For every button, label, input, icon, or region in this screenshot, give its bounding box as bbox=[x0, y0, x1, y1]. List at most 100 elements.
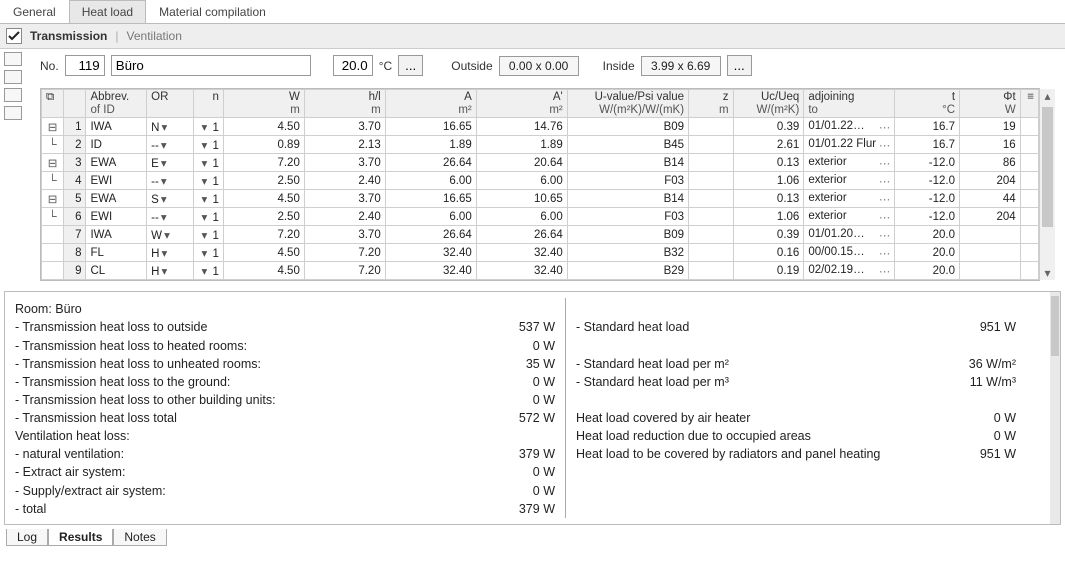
chevron-down-icon[interactable]: ▾ bbox=[159, 246, 169, 260]
cell-ap[interactable]: 32.40 bbox=[476, 244, 567, 262]
name-input[interactable] bbox=[111, 55, 311, 76]
cell-n[interactable]: ▾ 1 bbox=[193, 172, 223, 190]
cell-phi[interactable]: 44 bbox=[960, 190, 1021, 208]
cell-n[interactable]: ▾ 1 bbox=[193, 154, 223, 172]
col-hl[interactable]: h/lm bbox=[304, 90, 385, 118]
cell-phi[interactable] bbox=[960, 226, 1021, 244]
tree-toggle[interactable] bbox=[42, 226, 64, 244]
cell-ap[interactable]: 6.00 bbox=[476, 172, 567, 190]
col-menu[interactable]: ≡ bbox=[1020, 90, 1038, 118]
cell-t[interactable]: 20.0 bbox=[895, 262, 960, 280]
chevron-down-icon[interactable]: ▾ bbox=[199, 192, 209, 206]
cell-t[interactable]: 20.0 bbox=[895, 244, 960, 262]
inside-box[interactable]: 3.99 x 6.69 bbox=[641, 56, 721, 76]
cell-hl[interactable]: 3.70 bbox=[304, 190, 385, 208]
cell-phi[interactable]: 19 bbox=[960, 118, 1021, 136]
cell-adj[interactable]: exterior ⋯ bbox=[804, 172, 895, 190]
summary-scroll-thumb[interactable] bbox=[1051, 296, 1059, 356]
tree-toggle[interactable]: └ bbox=[42, 172, 64, 190]
cell-uc[interactable]: 1.06 bbox=[733, 208, 804, 226]
cell-u[interactable]: F03 bbox=[567, 172, 688, 190]
table-row[interactable]: ⊟3EWAE▾▾ 17.203.7026.6420.64B140.13exter… bbox=[42, 154, 1039, 172]
col-tree[interactable]: ⧉ bbox=[42, 90, 64, 118]
tool-icon-1[interactable] bbox=[4, 52, 22, 66]
cell-u[interactable]: B45 bbox=[567, 136, 688, 154]
cell-adj[interactable]: 02/02.19… ⋯ bbox=[804, 262, 895, 280]
tool-icon-3[interactable] bbox=[4, 88, 22, 102]
cell-w[interactable]: 4.50 bbox=[223, 118, 304, 136]
chevron-down-icon[interactable]: ▾ bbox=[199, 246, 209, 260]
cell-phi[interactable]: 204 bbox=[960, 172, 1021, 190]
cell-z[interactable] bbox=[689, 118, 733, 136]
cell-phi[interactable]: 86 bbox=[960, 154, 1021, 172]
chevron-down-icon[interactable]: ▾ bbox=[199, 120, 209, 134]
cell-w[interactable]: 4.50 bbox=[223, 190, 304, 208]
chevron-down-icon[interactable]: ▾ bbox=[159, 138, 169, 152]
cell-phi[interactable]: 16 bbox=[960, 136, 1021, 154]
cell-or[interactable]: S▾ bbox=[147, 190, 194, 208]
cell-n[interactable]: ▾ 1 bbox=[193, 226, 223, 244]
col-n[interactable]: n bbox=[193, 90, 223, 118]
cell-uc[interactable]: 2.61 bbox=[733, 136, 804, 154]
cell-abbrev[interactable]: IWA bbox=[86, 118, 147, 136]
tab-material-compilation[interactable]: Material compilation bbox=[146, 0, 279, 23]
cell-t[interactable]: -12.0 bbox=[895, 154, 960, 172]
cell-n[interactable]: ▾ 1 bbox=[193, 136, 223, 154]
cell-a[interactable]: 6.00 bbox=[385, 172, 476, 190]
cell-u[interactable]: F03 bbox=[567, 208, 688, 226]
cell-uc[interactable]: 0.13 bbox=[733, 190, 804, 208]
cell-u[interactable]: B14 bbox=[567, 154, 688, 172]
cell-uc[interactable]: 0.39 bbox=[733, 226, 804, 244]
cell-abbrev[interactable]: EWA bbox=[86, 154, 147, 172]
cell-uc[interactable]: 0.19 bbox=[733, 262, 804, 280]
cell-hl[interactable]: 2.13 bbox=[304, 136, 385, 154]
cell-n[interactable]: ▾ 1 bbox=[193, 190, 223, 208]
cell-ap[interactable]: 10.65 bbox=[476, 190, 567, 208]
cell-w[interactable]: 4.50 bbox=[223, 244, 304, 262]
cell-hl[interactable]: 2.40 bbox=[304, 208, 385, 226]
cell-hl[interactable]: 2.40 bbox=[304, 172, 385, 190]
cell-w[interactable]: 0.89 bbox=[223, 136, 304, 154]
table-row[interactable]: ⊟1IWAN▾▾ 14.503.7016.6514.76B090.3901/01… bbox=[42, 118, 1039, 136]
cell-n[interactable]: ▾ 1 bbox=[193, 244, 223, 262]
chevron-down-icon[interactable]: ▾ bbox=[199, 228, 209, 242]
subtab-transmission[interactable]: Transmission bbox=[30, 29, 107, 43]
cell-z[interactable] bbox=[689, 154, 733, 172]
col-or[interactable]: OR bbox=[147, 90, 194, 118]
cell-or[interactable]: N▾ bbox=[147, 118, 194, 136]
col-w[interactable]: Wm bbox=[223, 90, 304, 118]
tree-toggle[interactable]: └ bbox=[42, 208, 64, 226]
cell-ap[interactable]: 14.76 bbox=[476, 118, 567, 136]
tree-toggle[interactable]: ⊟ bbox=[42, 190, 64, 208]
transmission-checkbox[interactable] bbox=[6, 28, 22, 44]
cell-z[interactable] bbox=[689, 190, 733, 208]
cell-u[interactable]: B09 bbox=[567, 118, 688, 136]
cell-adj[interactable]: 01/01.22… ⋯ bbox=[804, 118, 895, 136]
chevron-down-icon[interactable]: ▾ bbox=[159, 156, 169, 170]
col-uvalue[interactable]: U-value/Psi valueW/(m²K)/W/(mK) bbox=[567, 90, 688, 118]
temp-more-button[interactable]: ... bbox=[398, 55, 423, 76]
btab-log[interactable]: Log bbox=[6, 529, 48, 546]
table-row[interactable]: ⊟5EWAS▾▾ 14.503.7016.6510.65B140.13exter… bbox=[42, 190, 1039, 208]
cell-ap[interactable]: 6.00 bbox=[476, 208, 567, 226]
cell-or[interactable]: --▾ bbox=[147, 172, 194, 190]
cell-or[interactable]: E▾ bbox=[147, 154, 194, 172]
tree-toggle[interactable]: ⊟ bbox=[42, 118, 64, 136]
cell-uc[interactable]: 0.13 bbox=[733, 154, 804, 172]
cell-u[interactable]: B29 bbox=[567, 262, 688, 280]
table-row[interactable]: └4EWI--▾▾ 12.502.406.006.00F031.06exteri… bbox=[42, 172, 1039, 190]
cell-w[interactable]: 2.50 bbox=[223, 208, 304, 226]
chevron-down-icon[interactable]: ▾ bbox=[199, 156, 209, 170]
cell-uc[interactable]: 1.06 bbox=[733, 172, 804, 190]
cell-adj[interactable]: exterior ⋯ bbox=[804, 190, 895, 208]
cell-a[interactable]: 16.65 bbox=[385, 190, 476, 208]
col-phi[interactable]: ΦtW bbox=[960, 90, 1021, 118]
cell-a[interactable]: 26.64 bbox=[385, 226, 476, 244]
table-row[interactable]: 9CLH▾▾ 14.507.2032.4032.40B290.1902/02.1… bbox=[42, 262, 1039, 280]
chevron-down-icon[interactable]: ▾ bbox=[199, 210, 209, 224]
col-ap[interactable]: A'm² bbox=[476, 90, 567, 118]
temp-input[interactable] bbox=[333, 55, 373, 76]
cell-phi[interactable]: 204 bbox=[960, 208, 1021, 226]
cell-w[interactable]: 2.50 bbox=[223, 172, 304, 190]
cell-z[interactable] bbox=[689, 262, 733, 280]
